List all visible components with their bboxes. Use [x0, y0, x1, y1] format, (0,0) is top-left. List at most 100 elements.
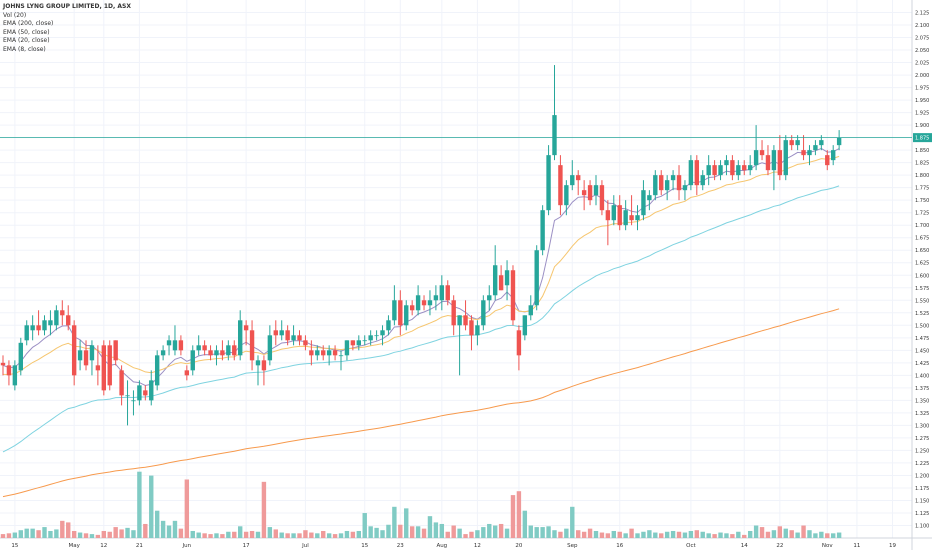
- candle-body: [238, 320, 243, 356]
- candle-body: [54, 310, 59, 326]
- volume-bar: [623, 533, 628, 538]
- volume-bar: [232, 531, 237, 538]
- ema-8-line: [2, 147, 840, 387]
- candle: [119, 365, 124, 406]
- volume-bar: [380, 530, 385, 538]
- candle: [516, 325, 522, 371]
- y-tick-label: 1.775: [915, 186, 929, 192]
- y-tick-label: 1.350: [915, 398, 929, 404]
- candle-body: [647, 195, 652, 201]
- candle-body: [641, 190, 646, 216]
- candle-body: [510, 270, 516, 321]
- volume-bar: [326, 533, 332, 538]
- candle-body: [178, 340, 184, 351]
- volume-bar: [433, 522, 439, 538]
- candle-body: [338, 355, 344, 357]
- candle-body: [172, 340, 178, 351]
- volume-bar: [771, 530, 777, 538]
- volume-bar: [676, 531, 682, 538]
- candle: [279, 320, 284, 341]
- volume-bar: [279, 532, 284, 538]
- candle: [154, 350, 160, 391]
- volume-bar: [77, 532, 83, 538]
- candle: [427, 290, 433, 316]
- candle: [101, 340, 107, 396]
- volume-bar: [24, 528, 29, 538]
- candle: [451, 295, 456, 336]
- candle-body: [285, 330, 290, 341]
- candle-body: [730, 160, 735, 176]
- candle-body: [694, 160, 700, 186]
- candle-body: [522, 315, 528, 336]
- candle: [362, 335, 367, 346]
- candle: [303, 335, 308, 351]
- candle: [0, 355, 6, 376]
- volume-bar: [184, 479, 190, 538]
- x-tick-label: 12: [100, 543, 107, 549]
- candle-body: [315, 350, 320, 356]
- volume-bar: [243, 531, 249, 538]
- volume-bar: [682, 532, 688, 538]
- candle-body: [131, 400, 136, 402]
- candle-body: [576, 175, 581, 181]
- candle-body: [380, 330, 385, 336]
- volume-bar: [83, 533, 89, 538]
- volume-bar: [653, 532, 658, 538]
- y-tick-label: 1.325: [915, 411, 929, 417]
- candle: [131, 390, 136, 416]
- candle-body: [166, 340, 172, 346]
- candle: [350, 340, 356, 351]
- candle-body: [415, 295, 421, 311]
- candle: [801, 135, 806, 161]
- candle: [457, 315, 462, 376]
- y-tick-label: 1.525: [915, 311, 929, 317]
- candle-body: [291, 335, 296, 341]
- candle-body: [801, 150, 806, 156]
- legend-ema-50: EMA (50, close): [3, 28, 50, 36]
- candle-body: [12, 365, 18, 386]
- volume-bar: [409, 526, 415, 538]
- volume-bar: [143, 523, 148, 538]
- candle-body: [759, 150, 765, 156]
- volume-bar: [291, 533, 296, 538]
- candle: [831, 145, 836, 166]
- candle-body: [261, 360, 267, 371]
- volume-bar: [154, 510, 160, 538]
- volume-bar: [421, 528, 427, 538]
- candle-body: [220, 350, 225, 356]
- candle: [143, 385, 148, 401]
- candle: [285, 325, 290, 346]
- volume-bar: [813, 533, 818, 538]
- candle-body: [753, 150, 759, 166]
- candle: [510, 265, 516, 326]
- y-tick-label: 2.000: [915, 73, 929, 79]
- candle-body: [226, 345, 231, 356]
- x-tick-label: 16: [616, 543, 623, 549]
- volume-bar: [540, 527, 545, 538]
- candle: [433, 285, 439, 311]
- y-tick-label: 1.475: [915, 336, 929, 342]
- legend-ema-200: EMA (200, close): [3, 20, 54, 28]
- volume-bar: [427, 516, 433, 538]
- candle: [777, 135, 783, 181]
- candle: [398, 290, 403, 336]
- volume-bar: [137, 471, 142, 538]
- candle-body: [712, 165, 717, 176]
- volume-bar: [6, 533, 12, 538]
- candle-body: [309, 350, 314, 356]
- candle-body: [664, 180, 670, 191]
- candle-body: [718, 165, 723, 176]
- candle: [344, 340, 350, 361]
- x-tick-label: 17: [243, 543, 250, 549]
- volume-bar: [611, 530, 616, 538]
- candle: [540, 205, 545, 256]
- candle-body: [492, 265, 498, 296]
- candle: [807, 145, 812, 166]
- x-tick-label: 15: [11, 543, 18, 549]
- candle: [753, 125, 759, 171]
- volume-bar: [36, 530, 41, 538]
- volume-bar: [356, 530, 361, 538]
- candle-body: [267, 335, 273, 361]
- volume-bar: [30, 528, 35, 538]
